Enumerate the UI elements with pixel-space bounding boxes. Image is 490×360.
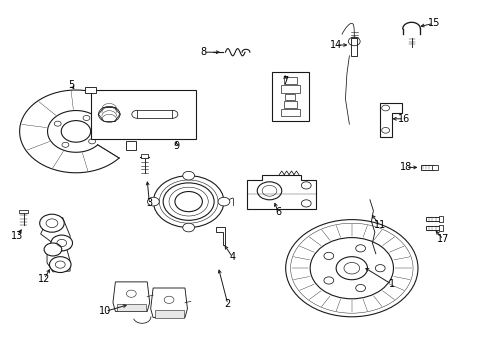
Bar: [439, 216, 443, 222]
Bar: [141, 154, 148, 158]
Text: 11: 11: [374, 220, 386, 230]
Text: 13: 13: [11, 231, 24, 241]
Bar: [91, 90, 196, 139]
Text: 10: 10: [99, 306, 111, 316]
Bar: [272, 72, 309, 121]
Bar: [285, 94, 295, 100]
Bar: [426, 226, 442, 230]
Text: 9: 9: [173, 141, 179, 151]
Circle shape: [51, 235, 73, 251]
Text: 4: 4: [230, 252, 236, 262]
Text: 6: 6: [275, 207, 281, 217]
Bar: [284, 77, 297, 84]
Text: 15: 15: [427, 18, 440, 28]
Text: 5: 5: [68, 80, 74, 90]
Polygon shape: [47, 245, 70, 272]
Bar: [137, 110, 172, 118]
Text: 3: 3: [147, 198, 152, 208]
Polygon shape: [41, 216, 70, 249]
Bar: [432, 165, 438, 170]
Circle shape: [40, 214, 64, 232]
Circle shape: [183, 223, 195, 232]
Bar: [284, 101, 297, 108]
Circle shape: [49, 257, 71, 273]
Text: 14: 14: [330, 40, 342, 50]
Bar: [126, 141, 136, 150]
Text: 18: 18: [400, 162, 412, 172]
Bar: [281, 109, 300, 116]
Bar: [439, 225, 443, 231]
Circle shape: [218, 197, 230, 206]
Text: 8: 8: [200, 47, 206, 57]
Text: 1: 1: [389, 279, 395, 289]
Bar: [421, 165, 435, 170]
Polygon shape: [151, 288, 187, 318]
Polygon shape: [216, 227, 225, 245]
Bar: [85, 87, 97, 93]
Polygon shape: [247, 175, 316, 209]
Bar: [281, 85, 300, 93]
Text: 7: 7: [282, 76, 288, 86]
Text: 12: 12: [38, 274, 50, 284]
Circle shape: [183, 171, 195, 180]
Text: 16: 16: [398, 114, 410, 124]
Bar: [426, 217, 442, 221]
Text: 17: 17: [437, 234, 450, 244]
Text: 2: 2: [225, 299, 231, 309]
Bar: [117, 304, 146, 311]
Polygon shape: [113, 282, 150, 311]
Bar: [155, 310, 183, 318]
Bar: [19, 210, 28, 213]
Bar: [351, 38, 357, 56]
Circle shape: [44, 243, 62, 256]
Polygon shape: [380, 103, 402, 137]
Circle shape: [153, 176, 224, 228]
Circle shape: [147, 197, 159, 206]
